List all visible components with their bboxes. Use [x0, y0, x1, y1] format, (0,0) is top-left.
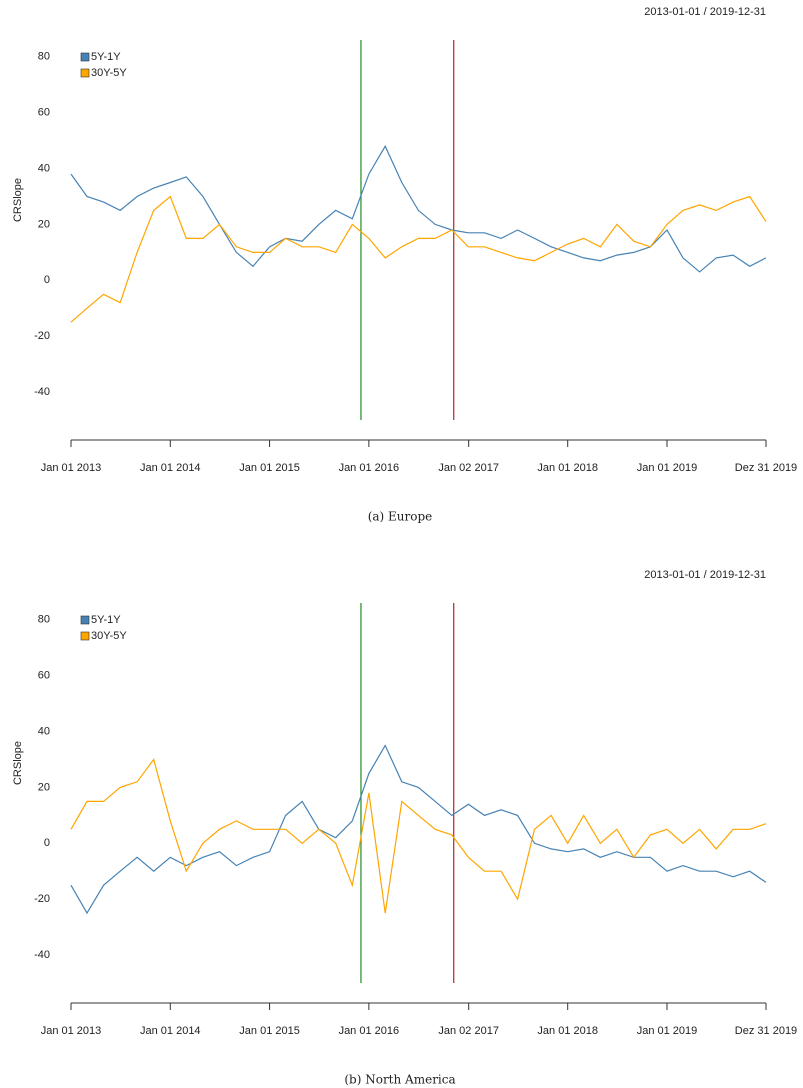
series-line	[70, 744, 767, 915]
x-tick-label: Jan 02 2017	[438, 462, 499, 474]
caption: (b) North America	[344, 1073, 455, 1087]
x-tick-label: Jan 01 2018	[537, 462, 598, 474]
legend-swatch	[80, 615, 90, 625]
y-tick-label: 40	[38, 162, 50, 174]
x-tick-label: Jan 01 2019	[637, 462, 698, 474]
series-line	[70, 195, 767, 323]
x-tick-label: Jan 01 2014	[140, 1025, 201, 1037]
y-tick-label: -20	[34, 893, 50, 905]
x-tick-label: Jan 02 2017	[438, 1025, 499, 1037]
y-tick-label: 40	[38, 725, 50, 737]
y-tick-label: -40	[34, 386, 50, 398]
x-tick-label: Dez 31 2019	[735, 462, 797, 474]
legend-label: 5Y-1Y	[91, 51, 121, 63]
x-tick-label: Jan 01 2014	[140, 462, 201, 474]
x-tick-label: Jan 01 2013	[41, 1025, 102, 1037]
caption: (a) Europe	[368, 510, 433, 524]
legend-swatch	[80, 631, 90, 641]
x-tick-label: Dez 31 2019	[735, 1025, 797, 1037]
legend-label: 30Y-5Y	[91, 630, 127, 642]
subtitle: 2013-01-01 / 2019-12-31	[644, 6, 766, 18]
y-tick-label: 80	[38, 51, 50, 63]
x-tick-label: Jan 01 2018	[537, 1025, 598, 1037]
y-tick-label: 80	[38, 614, 50, 626]
legend-swatch	[80, 52, 90, 62]
y-tick-label: 20	[38, 218, 50, 230]
subtitle: 2013-01-01 / 2019-12-31	[644, 569, 766, 581]
chart: 2013-01-01 / 2019-12-31 CRSlope (a) Europe…	[12, 6, 797, 524]
x-tick-label: Jan 01 2015	[239, 462, 300, 474]
x-tick-label: Jan 01 2016	[339, 462, 400, 474]
y-tick-label: 0	[44, 274, 50, 286]
y-tick-label: 20	[38, 781, 50, 793]
series-line	[70, 758, 767, 914]
x-tick-label: Jan 01 2019	[637, 1025, 698, 1037]
y-axis-label: CRSlope	[12, 741, 24, 785]
x-tick-label: Jan 01 2013	[41, 462, 102, 474]
y-tick-label: 60	[38, 107, 50, 119]
legend-label: 30Y-5Y	[91, 67, 127, 79]
x-tick-label: Jan 01 2016	[339, 1025, 400, 1037]
chart: 2013-01-01 / 2019-12-31 CRSlope (b) North …	[12, 569, 797, 1087]
y-tick-label: -20	[34, 330, 50, 342]
legend-label: 5Y-1Y	[91, 614, 121, 626]
y-tick-label: -40	[34, 949, 50, 961]
legend-swatch	[80, 68, 90, 78]
y-tick-label: 0	[44, 837, 50, 849]
x-tick-label: Jan 01 2015	[239, 1025, 300, 1037]
y-axis-label: CRSlope	[12, 178, 24, 222]
y-tick-label: 60	[38, 670, 50, 682]
